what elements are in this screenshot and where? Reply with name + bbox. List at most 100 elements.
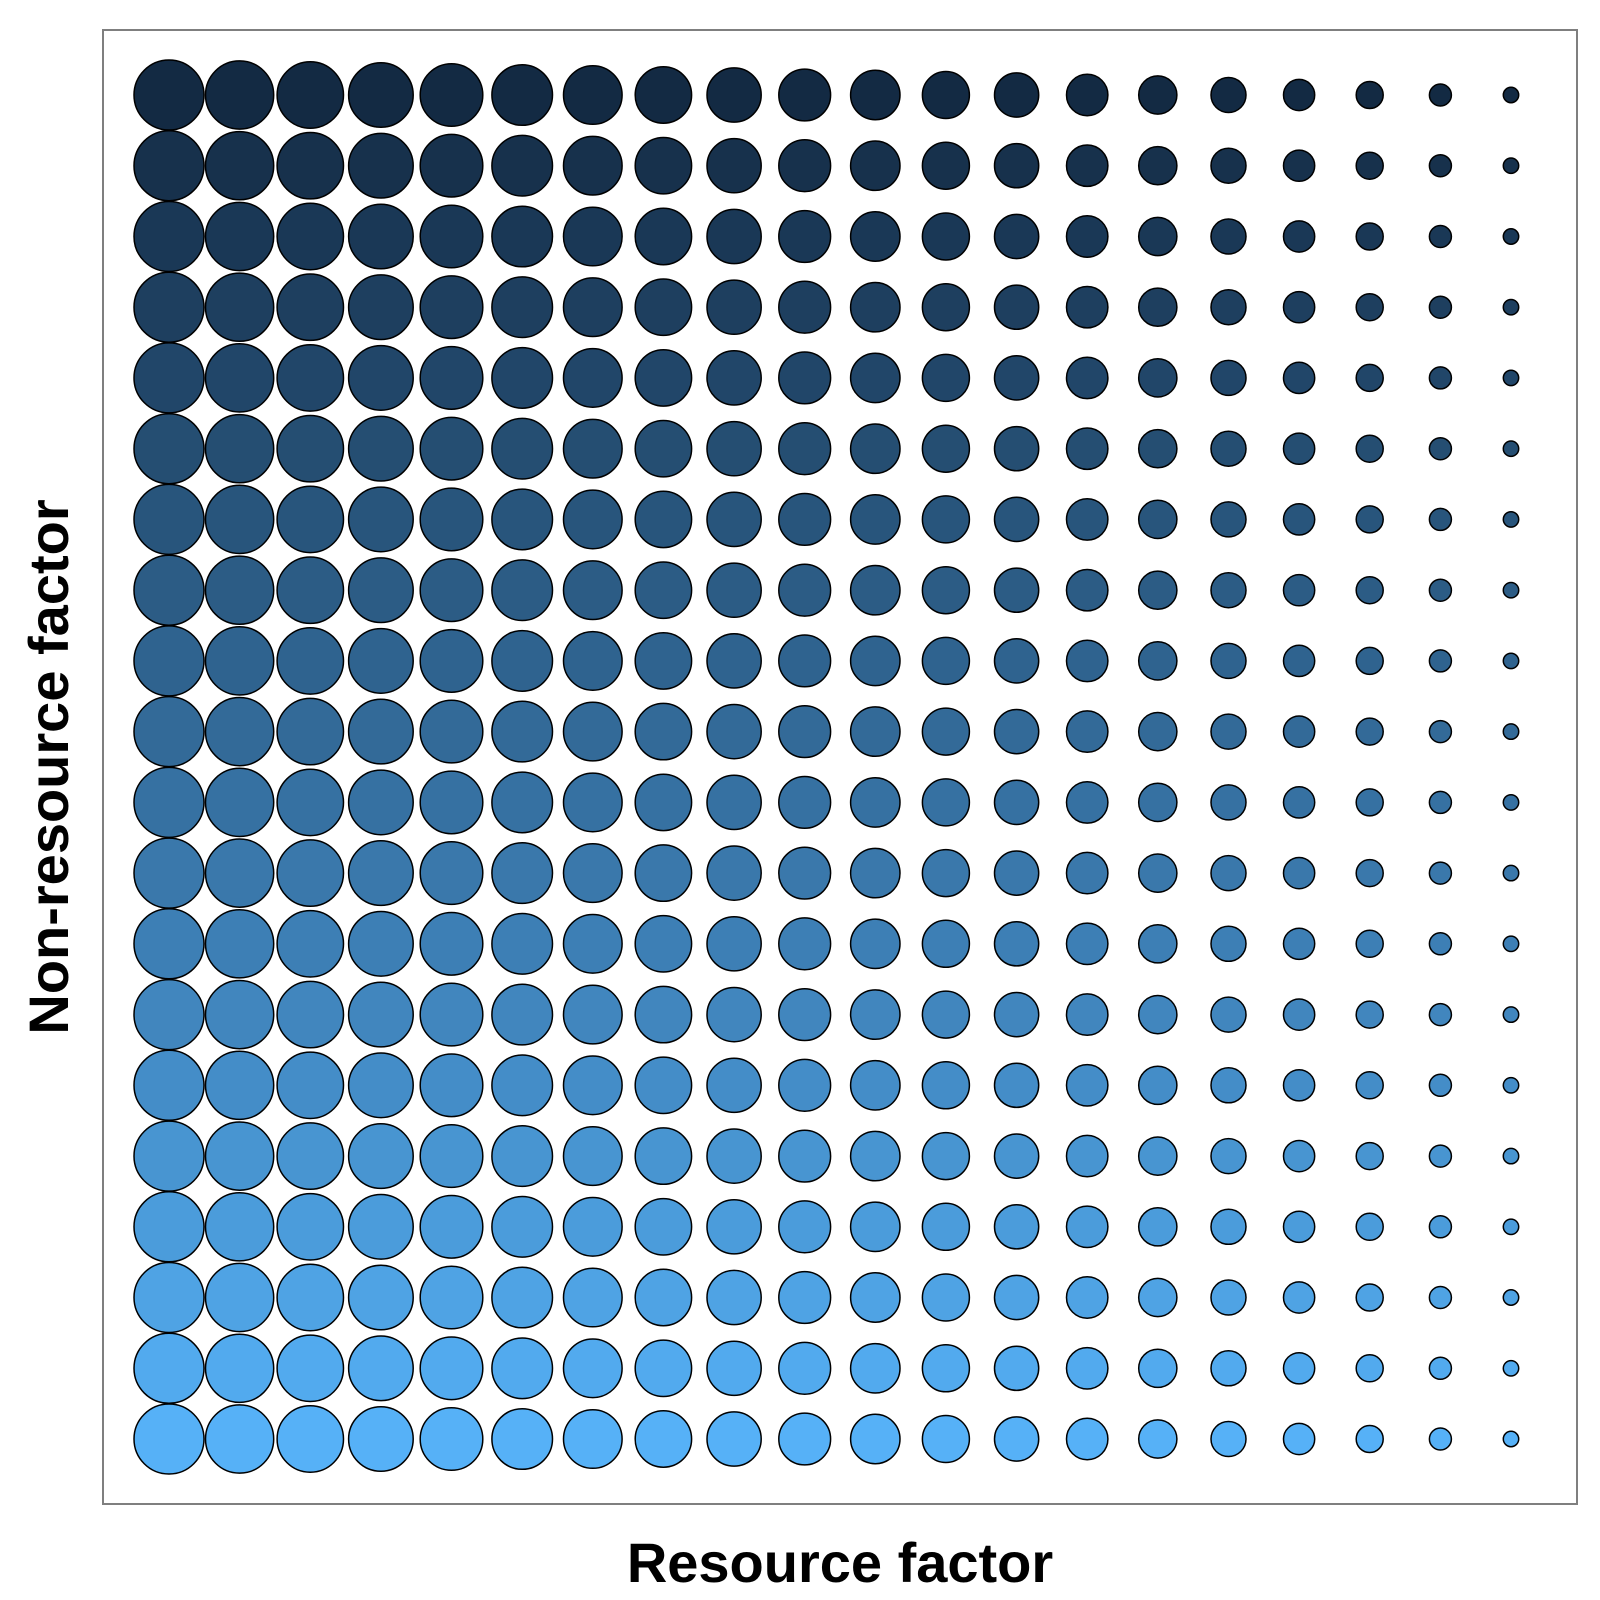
data-point [1065,922,1109,966]
data-point [1065,1205,1109,1249]
data-point [1282,503,1316,536]
data-point [1502,1006,1520,1024]
data-point [419,133,484,198]
data-point [706,1411,762,1467]
data-point [204,201,275,272]
data-point [419,416,484,481]
data-point [993,1416,1040,1462]
data-point [1355,575,1384,605]
data-point [1137,1206,1178,1247]
data-point [1502,228,1520,245]
data-point [1065,73,1109,117]
data-point [204,484,275,555]
data-point [1428,578,1453,602]
data-point [419,628,484,693]
data-point [347,1335,414,1402]
data-point [1282,786,1316,819]
data-point [706,1128,762,1184]
data-point [778,351,832,405]
data-point [1137,1277,1178,1318]
data-point [1282,573,1316,607]
data-point [1065,993,1109,1037]
data-point [562,1196,623,1257]
data-point [204,696,275,767]
data-point [347,1052,414,1119]
data-point [1210,430,1247,467]
data-point [204,1121,275,1191]
data-point [419,982,484,1047]
data-point [491,771,554,834]
data-point [921,707,971,756]
data-point [491,63,554,127]
data-point [1282,1422,1316,1456]
data-point [1282,856,1316,890]
data-point [1137,216,1178,257]
data-point [1502,1359,1520,1377]
data-point [276,1192,345,1261]
data-point [419,841,484,906]
data-point [1282,432,1316,466]
data-point [491,983,554,1046]
data-point [347,415,414,482]
data-point [1502,369,1520,387]
data-point [921,1131,971,1181]
data-point [921,565,971,615]
data-point [993,496,1040,543]
data-point [491,205,554,268]
data-point [347,557,414,624]
data-point [204,1404,275,1474]
data-point [778,563,832,617]
plot-frame [102,29,1578,1505]
data-point [778,987,832,1042]
data-point [1428,295,1453,319]
data-point [849,352,901,404]
data-point [1502,1430,1520,1448]
data-point [562,135,623,196]
data-point [1065,710,1109,754]
data-point [634,490,693,549]
data-point [133,1120,205,1192]
data-point [1355,363,1384,393]
data-point [706,1340,762,1397]
data-point [778,492,832,547]
data-point [993,142,1040,189]
data-point [1282,644,1316,678]
data-point [133,554,205,626]
data-point [634,419,693,478]
data-point [347,274,414,341]
data-point [491,842,554,905]
data-point [706,208,762,265]
data-point [1210,1137,1247,1175]
data-point [921,1061,971,1110]
data-point [921,778,971,827]
data-point [993,425,1040,472]
data-point [276,131,345,200]
data-point [634,1197,693,1256]
data-point [133,1049,205,1122]
data-point [1355,858,1384,888]
data-point [634,631,693,690]
data-point [706,633,762,689]
data-point [1137,641,1178,681]
data-point [1428,436,1453,461]
data-point [1137,145,1178,186]
data-point [419,1124,484,1189]
data-point [778,68,832,122]
data-point [1282,998,1316,1031]
data-point [133,1332,205,1405]
data-point [1428,224,1453,249]
data-point [1137,1065,1178,1106]
data-point [1428,1356,1453,1381]
data-point [419,275,484,340]
data-point [276,414,345,483]
data-point [276,1405,345,1473]
data-point [562,701,623,762]
data-point [419,204,484,269]
data-point [276,1122,345,1191]
data-point [778,846,832,900]
data-point [1065,1063,1109,1107]
data-point [1355,434,1384,463]
data-point [849,1130,901,1182]
data-point [419,1336,484,1401]
data-point [778,704,832,759]
